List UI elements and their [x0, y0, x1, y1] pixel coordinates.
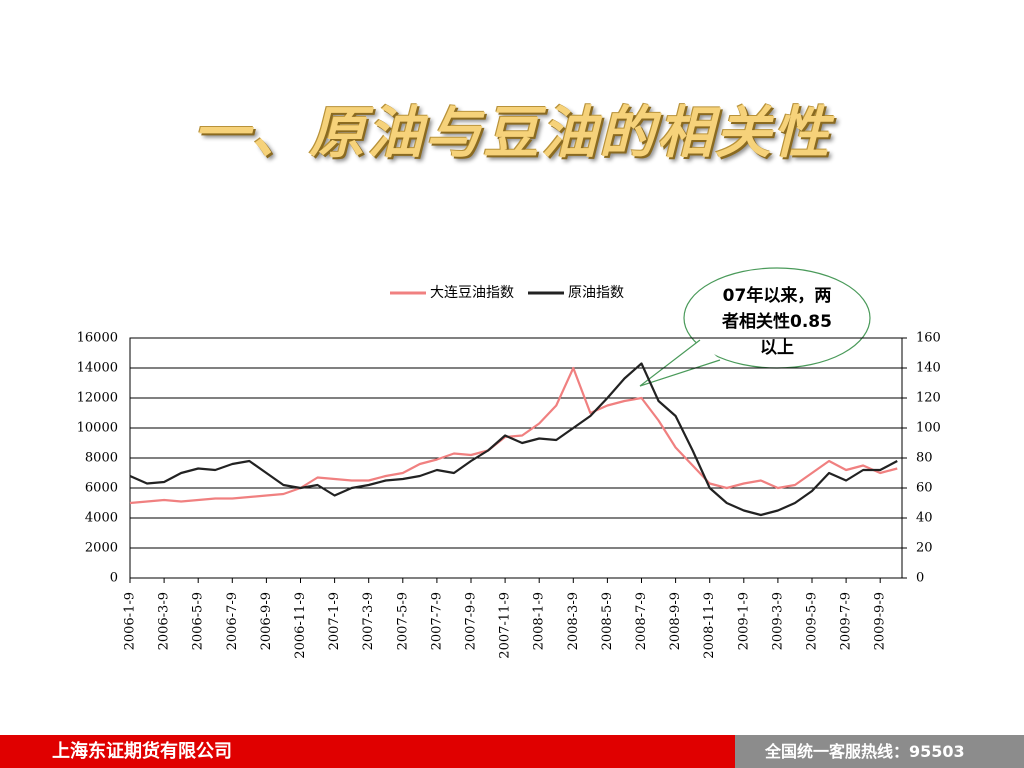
y-tick-label: 12000	[77, 391, 118, 406]
x-tick-label: 2006-11-9	[293, 592, 308, 659]
x-tick-label: 2009-7-9	[839, 592, 854, 650]
x-tick-label: 2007-3-9	[361, 592, 376, 650]
y2-tick-label: 60	[916, 481, 933, 496]
series-line	[129, 362, 898, 517]
y-tick-label: 10000	[77, 421, 118, 436]
y-tick-label: 16000	[77, 331, 118, 346]
footer-box	[735, 735, 1024, 768]
x-tick-label: 2008-9-9	[668, 592, 683, 650]
x-tick-label: 2007-5-9	[395, 592, 410, 650]
plot-frame	[129, 337, 903, 579]
x-tick-label: 2007-1-9	[327, 592, 342, 650]
x-tick-label: 2008-11-9	[702, 592, 717, 659]
callout-text: 07年以来，两者相关性0.85以上	[722, 286, 832, 358]
y-tick-label: 4000	[85, 511, 118, 526]
y2-tick-label: 20	[916, 541, 933, 556]
y2-tick-label: 80	[916, 451, 933, 466]
y-tick-label: 8000	[85, 451, 118, 466]
y2-tick-label: 160	[916, 331, 941, 346]
x-tick-label: 2009-1-9	[736, 592, 751, 650]
x-tick-label: 2008-1-9	[532, 592, 547, 650]
x-tick-label: 2006-3-9	[157, 592, 172, 650]
y-tick-label: 14000	[77, 361, 118, 376]
x-tick-label: 2006-9-9	[259, 592, 274, 650]
footer-bar	[0, 735, 735, 768]
y2-tick-label: 140	[916, 361, 941, 376]
callout-tail	[639, 339, 721, 387]
x-tick-label: 2009-3-9	[770, 592, 785, 650]
x-tick-label: 2006-5-9	[191, 592, 206, 650]
y2-tick-label: 120	[916, 391, 941, 406]
x-tick-label: 2009-9-9	[873, 592, 888, 650]
legend-label: 原油指数	[568, 285, 624, 301]
footer-company: 上海东证期货有限公司	[52, 741, 232, 762]
legend-label: 大连豆油指数	[430, 285, 514, 301]
x-tick-label: 2009-5-9	[805, 592, 820, 650]
y2-tick-label: 40	[916, 511, 933, 526]
x-tick-label: 2007-11-9	[498, 592, 513, 659]
y-tick-label: 2000	[85, 541, 118, 556]
x-tick-label: 2008-7-9	[634, 592, 649, 650]
y2-tick-label: 0	[916, 571, 924, 586]
x-tick-label: 2006-7-9	[225, 592, 240, 650]
x-tick-label: 2007-9-9	[464, 592, 479, 650]
x-tick-label: 2008-3-9	[566, 592, 581, 650]
y2-tick-label: 100	[916, 421, 941, 436]
x-tick-label: 2006-1-9	[123, 592, 138, 650]
slide-title: 一、原油与豆油的相关性	[193, 101, 831, 166]
footer-hotline: 全国统一客服热线：95503	[765, 742, 965, 761]
x-tick-label: 2008-5-9	[600, 592, 615, 650]
y-tick-label: 0	[110, 571, 118, 586]
series-line	[129, 366, 898, 505]
x-tick-label: 2007-7-9	[429, 592, 444, 650]
y-tick-label: 6000	[85, 481, 118, 496]
